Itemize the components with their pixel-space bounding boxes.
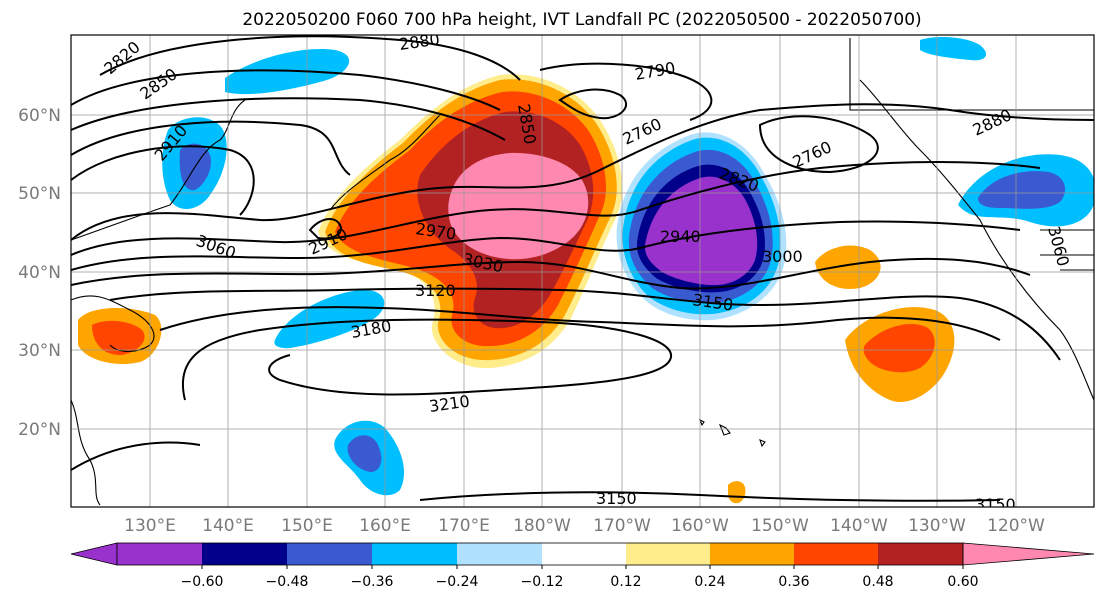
contour-label: 2940 [660, 227, 701, 246]
colorbar-segment [117, 543, 202, 565]
longitude-labels: 130°E 140°E 150°E 160°E 170°E 180°W 170°… [124, 516, 1045, 536]
lat-tick-label: 20°N [18, 420, 61, 440]
colorbar-segment [202, 543, 287, 565]
colorbar-tick-label: 0.60 [947, 574, 978, 590]
colorbar-tick-label: 0.12 [610, 574, 641, 590]
colorbar-ticks [201, 565, 964, 569]
colorbar-tick-label: 0.48 [862, 574, 893, 590]
positive-blob-east-pacific-core [863, 324, 935, 373]
lon-tick-label: 120°W [987, 516, 1045, 536]
colorbar-segment [372, 543, 457, 565]
colorbar-tick-label: 0.36 [778, 574, 809, 590]
lon-tick-label: 170°W [593, 516, 651, 536]
colorbar-segment [542, 543, 626, 565]
colorbar-tick-label: −0.12 [521, 574, 564, 590]
contour-label: 3150 [975, 495, 1016, 514]
contour-label: 3120 [415, 281, 456, 300]
colorbar-segment [287, 543, 372, 565]
lat-tick-label: 50°N [18, 184, 61, 204]
colorbar-extend-high [962, 542, 1095, 566]
colorbar-tick-label: −0.60 [181, 574, 224, 590]
lon-tick-label: 160°E [359, 516, 411, 536]
colorbar-frame [116, 542, 964, 566]
colorbar-tick-label: −0.36 [351, 574, 394, 590]
colorbar-extend-low [70, 542, 118, 566]
graticule [71, 35, 1094, 507]
map-panel: 2820 2850 2880 2910 3060 2910 2970 3030 … [71, 29, 1094, 514]
lon-tick-label: 130°W [908, 516, 966, 536]
lat-tick-label: 40°N [18, 263, 61, 283]
negative-blob-west-pacific [274, 289, 385, 349]
positive-anomaly-pink [448, 152, 589, 260]
lat-tick-label: 30°N [18, 341, 61, 361]
colorbar-segment [878, 543, 963, 565]
colorbar-tick-label: 0.24 [694, 574, 725, 590]
height-contours [71, 35, 1094, 502]
lon-tick-label: 160°W [671, 516, 729, 536]
lon-tick-label: 150°E [281, 516, 333, 536]
lon-tick-label: 140°E [202, 516, 254, 536]
negative-blob-south-core [347, 435, 382, 472]
colorbar-segment [794, 543, 878, 565]
lon-tick-label: 170°E [438, 516, 490, 536]
colorbar-segment [626, 543, 710, 565]
contour-label: 2880 [398, 29, 441, 53]
negative-blob-washington-core [978, 171, 1066, 209]
lat-tick-label: 60°N [18, 106, 61, 126]
latitude-labels: 60°N 50°N 40°N 30°N 20°N [18, 106, 61, 440]
map-frame [70, 34, 1095, 508]
contour-label: 3000 [762, 247, 803, 266]
colorbar-tick-label: −0.48 [266, 574, 309, 590]
lon-tick-label: 140°W [830, 516, 888, 536]
lon-tick-label: 150°W [751, 516, 809, 536]
lon-tick-label: 130°E [124, 516, 176, 536]
colorbar-segment [710, 543, 794, 565]
negative-anomaly-purple [644, 176, 758, 286]
contour-label: 3150 [596, 489, 637, 508]
positive-blob-japan-core [92, 320, 145, 356]
colorbar: −0.60 −0.48 −0.36 −0.24 −0.12 0.12 0.24 … [70, 542, 1095, 590]
positive-blob-central-pacific [815, 245, 881, 289]
lon-tick-label: 180°W [513, 516, 571, 536]
colorbar-segment [457, 543, 542, 565]
figure-title: 2022050200 F060 700 hPa height, IVT Land… [242, 10, 921, 30]
colorbar-tick-label: −0.24 [436, 574, 479, 590]
